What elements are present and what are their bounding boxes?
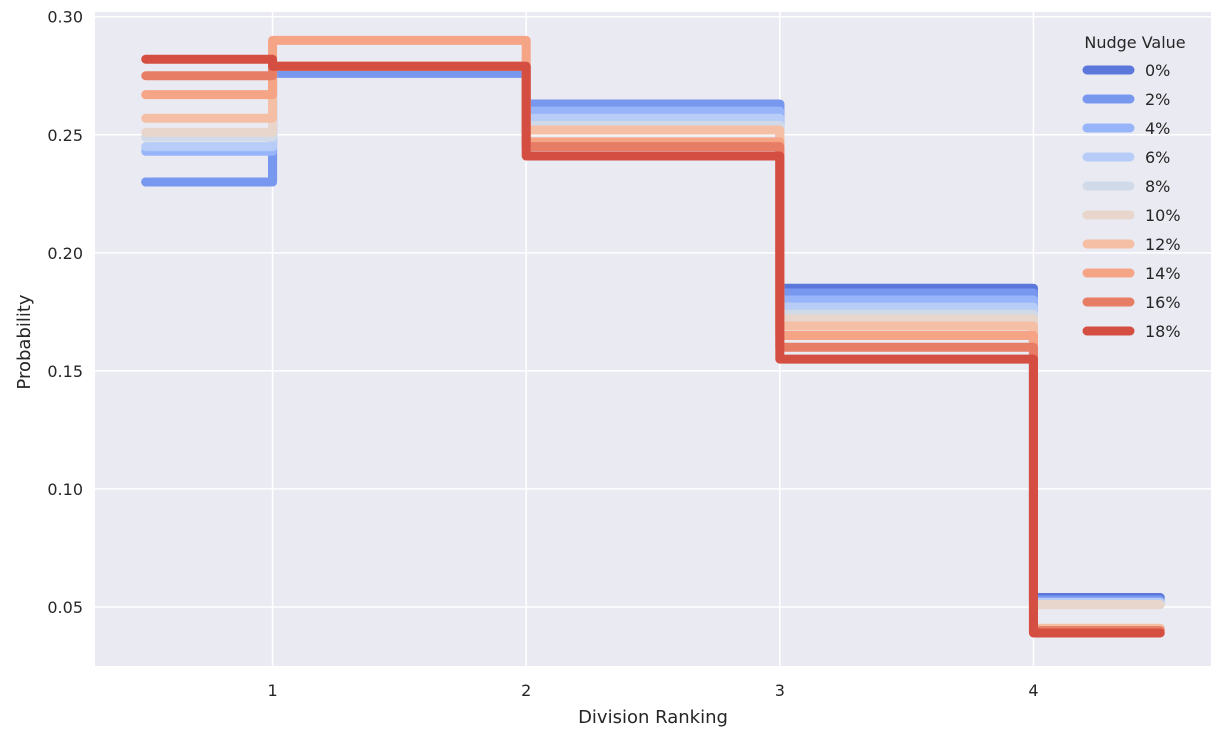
legend-label: 16%: [1145, 293, 1181, 312]
y-tick-label: 0.15: [47, 362, 83, 381]
x-tick-label: 2: [521, 681, 531, 700]
series-line-18pct: [141, 54, 1165, 638]
legend-label: 0%: [1145, 61, 1170, 80]
y-tick-label: 0.05: [47, 598, 83, 617]
legend-label: 6%: [1145, 148, 1170, 167]
legend-label: 2%: [1145, 90, 1170, 109]
legend-label: 4%: [1145, 119, 1170, 138]
y-tick-label: 0.25: [47, 126, 83, 145]
legend-title: Nudge Value: [1084, 33, 1185, 52]
y-axis-label: Probability: [14, 294, 35, 389]
legend-label: 12%: [1145, 235, 1181, 254]
legend-label: 14%: [1145, 264, 1181, 283]
x-tick-label: 4: [1028, 681, 1038, 700]
y-tick-labels: 0.05 0.10 0.15 0.20 0.25 0.30: [47, 8, 83, 617]
legend-label: 8%: [1145, 177, 1170, 196]
x-tick-label: 3: [775, 681, 785, 700]
y-tick-label: 0.20: [47, 244, 83, 263]
legend-label: 18%: [1145, 322, 1181, 341]
x-tick-label: 1: [267, 681, 277, 700]
y-tick-label: 0.30: [47, 8, 83, 27]
legend-label: 10%: [1145, 206, 1181, 225]
x-tick-labels: 1 2 3 4: [267, 681, 1038, 700]
legend: Nudge Value 0% 2% 4% 6% 8% 10% 12% 14% 16% 18%: [1082, 33, 1186, 341]
y-tick-label: 0.10: [47, 480, 83, 499]
series-layer: [141, 35, 1165, 638]
x-axis-label: Division Ranking: [578, 707, 728, 728]
